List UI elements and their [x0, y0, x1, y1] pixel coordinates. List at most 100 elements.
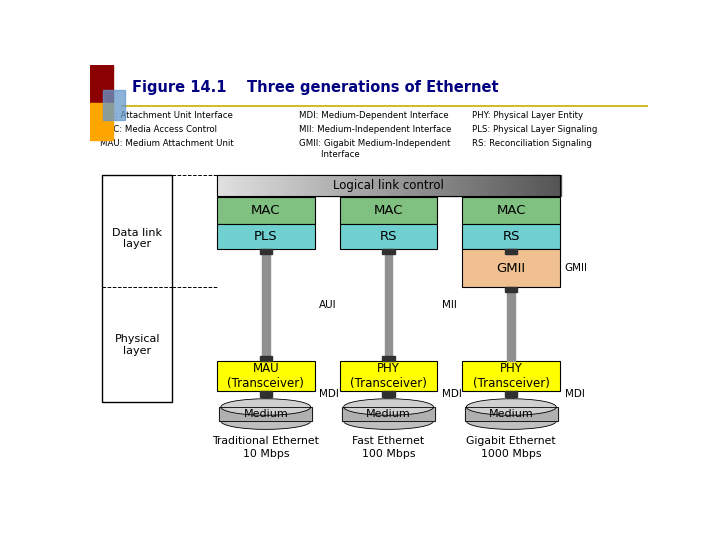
- Bar: [102, 175, 172, 402]
- Bar: [383, 175, 386, 196]
- Bar: [260, 248, 272, 254]
- Bar: [217, 225, 315, 248]
- Bar: [517, 175, 521, 196]
- Bar: [451, 175, 455, 196]
- Text: PLS: Physical Layer Signaling: PLS: Physical Layer Signaling: [472, 125, 598, 134]
- Bar: [511, 175, 515, 196]
- Text: RS: Reconciliation Signaling: RS: Reconciliation Signaling: [472, 139, 592, 148]
- Bar: [311, 175, 315, 196]
- Bar: [557, 175, 561, 196]
- Text: RS: RS: [503, 230, 520, 243]
- Bar: [431, 175, 435, 196]
- Ellipse shape: [467, 413, 557, 429]
- Bar: [237, 175, 240, 196]
- Bar: [402, 175, 406, 196]
- Bar: [317, 175, 320, 196]
- Bar: [395, 175, 397, 196]
- Bar: [500, 175, 503, 196]
- Bar: [343, 175, 346, 196]
- Text: GMII: Gigabit Medium-Independent: GMII: Gigabit Medium-Independent: [300, 139, 451, 148]
- Bar: [260, 391, 272, 396]
- Bar: [486, 175, 489, 196]
- Bar: [526, 175, 529, 196]
- Text: MII: MII: [442, 300, 456, 310]
- Bar: [462, 225, 560, 248]
- Text: Medium: Medium: [366, 409, 411, 419]
- Bar: [325, 175, 329, 196]
- Bar: [308, 175, 312, 196]
- Bar: [323, 175, 326, 196]
- Bar: [405, 175, 409, 196]
- Bar: [271, 175, 275, 196]
- Bar: [331, 175, 335, 196]
- Bar: [537, 175, 541, 196]
- Bar: [369, 175, 372, 196]
- Bar: [531, 175, 535, 196]
- Bar: [446, 175, 449, 196]
- Ellipse shape: [343, 413, 433, 429]
- Bar: [454, 175, 458, 196]
- Text: MAC: MAC: [497, 204, 526, 217]
- Bar: [366, 175, 369, 196]
- Bar: [498, 175, 500, 196]
- Bar: [426, 175, 429, 196]
- Text: MDI: Medium-Dependent Interface: MDI: Medium-Dependent Interface: [300, 111, 449, 120]
- Bar: [266, 175, 269, 196]
- Text: MDI: MDI: [319, 389, 339, 399]
- Text: Gigabit Ethernet: Gigabit Ethernet: [467, 436, 556, 446]
- Bar: [274, 175, 277, 196]
- Bar: [505, 248, 518, 254]
- Bar: [277, 175, 280, 196]
- Text: GMII: GMII: [497, 261, 526, 275]
- Bar: [423, 175, 426, 196]
- Text: GMII: GMII: [564, 263, 588, 273]
- Text: MAU
(Transceiver): MAU (Transceiver): [228, 362, 305, 390]
- Bar: [400, 175, 403, 196]
- Text: MAC: MAC: [374, 204, 403, 217]
- Bar: [540, 175, 544, 196]
- Text: Medium: Medium: [489, 409, 534, 419]
- Bar: [437, 175, 441, 196]
- Bar: [505, 391, 518, 396]
- Text: MAC: MAC: [251, 204, 281, 217]
- Bar: [443, 175, 446, 196]
- Bar: [543, 175, 546, 196]
- Bar: [262, 396, 270, 411]
- Bar: [219, 407, 312, 421]
- Bar: [346, 175, 349, 196]
- Bar: [246, 175, 249, 196]
- Bar: [357, 175, 361, 196]
- Bar: [340, 225, 437, 248]
- Bar: [480, 175, 483, 196]
- Bar: [219, 407, 312, 421]
- Text: PHY
(Transceiver): PHY (Transceiver): [350, 362, 427, 390]
- Bar: [283, 175, 286, 196]
- Bar: [342, 407, 435, 421]
- Bar: [222, 175, 226, 196]
- Text: PHY: Physical Layer Entity: PHY: Physical Layer Entity: [472, 111, 583, 120]
- Text: Medium: Medium: [243, 409, 288, 419]
- Bar: [328, 175, 332, 196]
- Bar: [508, 396, 516, 411]
- Bar: [469, 175, 472, 196]
- Bar: [505, 175, 509, 196]
- Bar: [508, 292, 516, 361]
- Bar: [280, 175, 283, 196]
- Bar: [340, 197, 437, 224]
- Ellipse shape: [343, 399, 433, 415]
- Bar: [217, 175, 560, 196]
- Bar: [292, 175, 294, 196]
- Bar: [464, 407, 558, 421]
- Bar: [348, 175, 352, 196]
- Text: 10 Mbps: 10 Mbps: [243, 449, 289, 458]
- Text: Physical
layer: Physical layer: [114, 334, 160, 356]
- Bar: [434, 175, 438, 196]
- Bar: [472, 175, 475, 196]
- Bar: [263, 175, 266, 196]
- Bar: [489, 175, 492, 196]
- Bar: [449, 175, 452, 196]
- Bar: [492, 175, 495, 196]
- Bar: [460, 175, 464, 196]
- Bar: [462, 249, 560, 287]
- Bar: [217, 197, 315, 224]
